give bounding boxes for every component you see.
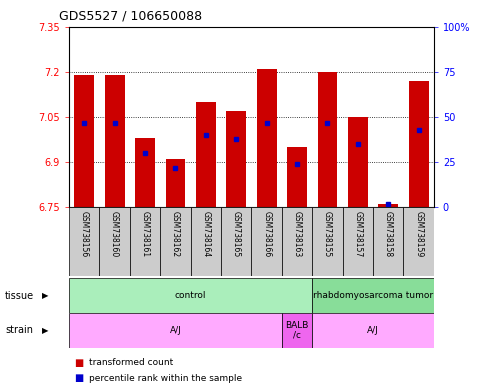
Bar bbox=[343, 207, 373, 276]
Text: GSM738161: GSM738161 bbox=[141, 211, 149, 257]
Text: GSM738156: GSM738156 bbox=[80, 211, 89, 257]
Bar bbox=[378, 204, 398, 207]
Bar bbox=[226, 111, 246, 207]
Bar bbox=[348, 117, 368, 207]
Text: control: control bbox=[175, 291, 207, 300]
Text: GSM738164: GSM738164 bbox=[201, 211, 211, 257]
Bar bbox=[282, 313, 312, 348]
Bar bbox=[105, 75, 125, 207]
Text: transformed count: transformed count bbox=[89, 358, 173, 367]
Text: ▶: ▶ bbox=[42, 291, 48, 300]
Text: GSM738162: GSM738162 bbox=[171, 211, 180, 257]
Bar bbox=[135, 138, 155, 207]
Bar bbox=[196, 102, 216, 207]
Text: BALB
/c: BALB /c bbox=[285, 321, 309, 340]
Bar bbox=[221, 207, 251, 276]
Bar bbox=[191, 207, 221, 276]
Bar bbox=[312, 278, 434, 313]
Bar bbox=[403, 207, 434, 276]
Bar bbox=[160, 207, 191, 276]
Bar bbox=[287, 147, 307, 207]
Bar bbox=[317, 72, 337, 207]
Text: ▶: ▶ bbox=[42, 326, 48, 335]
Text: rhabdomyosarcoma tumor: rhabdomyosarcoma tumor bbox=[313, 291, 433, 300]
Bar bbox=[257, 69, 277, 207]
Bar bbox=[74, 75, 94, 207]
Text: percentile rank within the sample: percentile rank within the sample bbox=[89, 374, 242, 383]
Bar bbox=[373, 207, 403, 276]
Text: GSM738157: GSM738157 bbox=[353, 211, 362, 257]
Bar bbox=[69, 278, 312, 313]
Text: ■: ■ bbox=[74, 358, 83, 368]
Bar bbox=[282, 207, 312, 276]
Text: ■: ■ bbox=[74, 373, 83, 383]
Text: GSM738158: GSM738158 bbox=[384, 211, 393, 257]
Text: GSM738166: GSM738166 bbox=[262, 211, 271, 257]
Bar bbox=[69, 207, 100, 276]
Bar bbox=[130, 207, 160, 276]
Bar bbox=[312, 207, 343, 276]
Text: GSM738159: GSM738159 bbox=[414, 211, 423, 257]
Bar bbox=[100, 207, 130, 276]
Text: strain: strain bbox=[5, 325, 33, 335]
Text: GSM738155: GSM738155 bbox=[323, 211, 332, 257]
Bar bbox=[409, 81, 428, 207]
Text: A/J: A/J bbox=[170, 326, 181, 335]
Bar bbox=[251, 207, 282, 276]
Text: tissue: tissue bbox=[5, 291, 34, 301]
Text: GSM738160: GSM738160 bbox=[110, 211, 119, 257]
Text: GDS5527 / 106650088: GDS5527 / 106650088 bbox=[59, 10, 202, 23]
Bar bbox=[312, 313, 434, 348]
Text: GSM738165: GSM738165 bbox=[232, 211, 241, 257]
Bar bbox=[166, 159, 185, 207]
Text: A/J: A/J bbox=[367, 326, 379, 335]
Bar bbox=[69, 313, 282, 348]
Text: GSM738163: GSM738163 bbox=[292, 211, 302, 257]
